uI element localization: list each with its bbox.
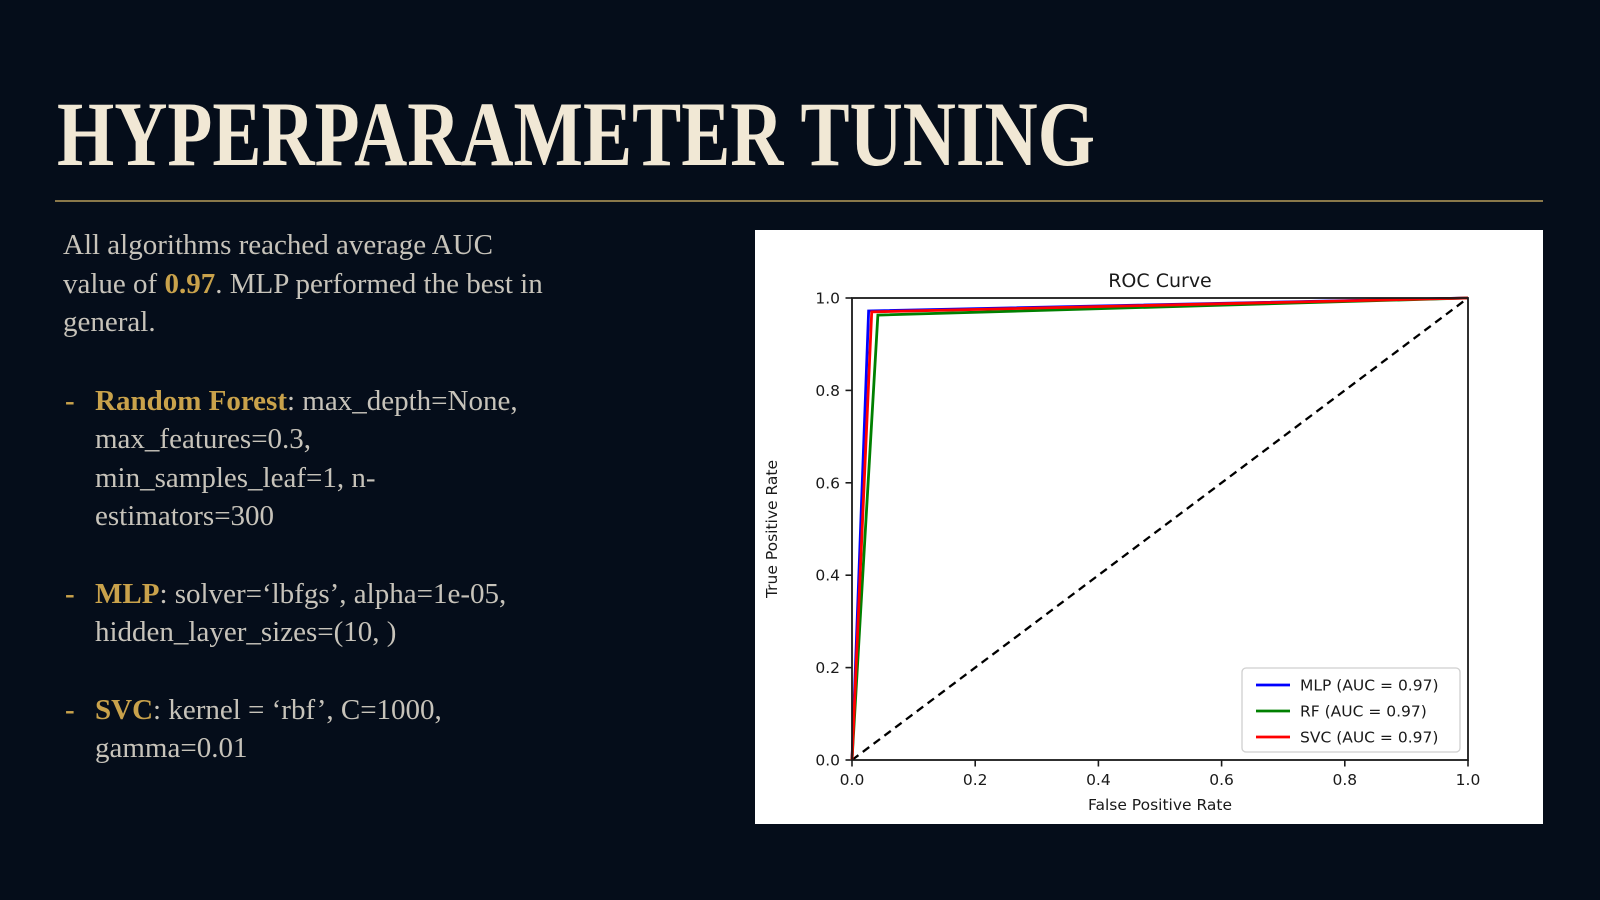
body-text: general.: [63, 306, 156, 338]
bullet-marker: -: [65, 693, 75, 726]
accent-text: SVC: [95, 693, 154, 726]
body-text: estimators=300: [95, 500, 275, 532]
x-tick-label: 0.4: [1086, 771, 1111, 789]
x-tick-label: 1.0: [1456, 771, 1481, 789]
text-line: SVC: kernel = ‘rbf’, C=1000,: [95, 691, 663, 730]
legend-box: [1241, 667, 1461, 753]
roc-chart: ROC Curve 0.0 0.2 0.4 0.6 0.8 1.0 0.0 0.2 0.4 0.6 0…: [763, 270, 1481, 814]
bullet-list: - Random Forest: max_depth=None, max_featu…: [63, 382, 663, 768]
text-line: estimators=300: [95, 497, 663, 536]
accent-text: MLP: [95, 577, 160, 610]
plot-border: [851, 297, 1469, 761]
body-text: hidden_layer_sizes=(10, ): [95, 616, 397, 648]
y-tick-label: 1.0: [815, 290, 840, 308]
x-tick-label: 0.8: [1332, 771, 1357, 789]
body-text: value of: [63, 267, 165, 300]
y-tick-label: 0.0: [815, 752, 840, 770]
legend-label: SVC (AUC = 0.97): [1300, 729, 1438, 747]
bullet-item: - SVC: kernel = ‘rbf’, C=1000, gamma=0.01: [63, 691, 663, 768]
text-line: general.: [63, 303, 663, 342]
body-text: . MLP performed the best in: [215, 267, 543, 300]
bullet-item: - Random Forest: max_depth=None, max_featu…: [63, 382, 663, 536]
y-tick-label: 0.2: [815, 659, 840, 677]
y-tick-label: 0.4: [815, 567, 840, 585]
y-tick-label: 0.6: [815, 474, 840, 492]
chart-panel: ROC Curve 0.0 0.2 0.4 0.6 0.8 1.0 0.0 0.2 0.4 0.6 0…: [755, 230, 1543, 824]
legend-label: MLP (AUC = 0.97): [1300, 677, 1439, 695]
reference-diagonal-line: [851, 297, 1469, 761]
text-line: All algorithms reached average AUC: [63, 226, 663, 265]
content-column: All algorithms reached average AUC value …: [63, 226, 663, 768]
slide-title: HYPERPARAMETER TUNING: [57, 83, 1095, 185]
accent-text: Random Forest: [95, 384, 287, 417]
y-axis-label: True Positive Rate: [763, 460, 781, 599]
accent-text: 0.97: [164, 267, 216, 300]
text-line: hidden_layer_sizes=(10, ): [95, 613, 663, 652]
text-line: MLP: solver=‘lbfgs’, alpha=1e-05,: [95, 575, 663, 614]
chart-title: ROC Curve: [1108, 270, 1212, 292]
text-line: max_features=0.3,: [95, 420, 663, 459]
x-axis-label: False Positive Rate: [1088, 796, 1232, 814]
intro-paragraph: All algorithms reached average AUC value …: [63, 226, 663, 342]
body-text: min_samples_leaf=1, n-: [95, 461, 376, 494]
bullet-marker: -: [65, 384, 75, 417]
body-text: gamma=0.01: [95, 732, 248, 764]
text-line: min_samples_leaf=1, n-: [95, 459, 663, 498]
legend-label: RF (AUC = 0.97): [1300, 703, 1427, 721]
body-text: max_features=0.3,: [95, 423, 312, 455]
x-tick-label: 0.2: [963, 771, 988, 789]
body-text: : max_depth=None,: [286, 384, 518, 417]
bullet-marker: -: [65, 577, 75, 610]
title-divider: [55, 200, 1543, 202]
x-tick-label: 0.6: [1209, 771, 1234, 789]
bullet-item: - MLP: solver=‘lbfgs’, alpha=1e-05, hidden…: [63, 575, 663, 652]
text-line: value of 0.97. MLP performed the best in: [63, 265, 663, 304]
x-tick-label: 0.0: [840, 771, 865, 789]
roc-series-svc: [850, 296, 1469, 761]
y-tick-label: 0.8: [815, 382, 840, 400]
body-text: All algorithms reached average AUC: [63, 229, 494, 261]
body-text: : solver=‘lbfgs’, alpha=1e-05,: [159, 577, 507, 610]
text-line: Random Forest: max_depth=None,: [95, 382, 663, 421]
text-line: gamma=0.01: [95, 729, 663, 768]
body-text: : kernel = ‘rbf’, C=1000,: [153, 693, 442, 726]
